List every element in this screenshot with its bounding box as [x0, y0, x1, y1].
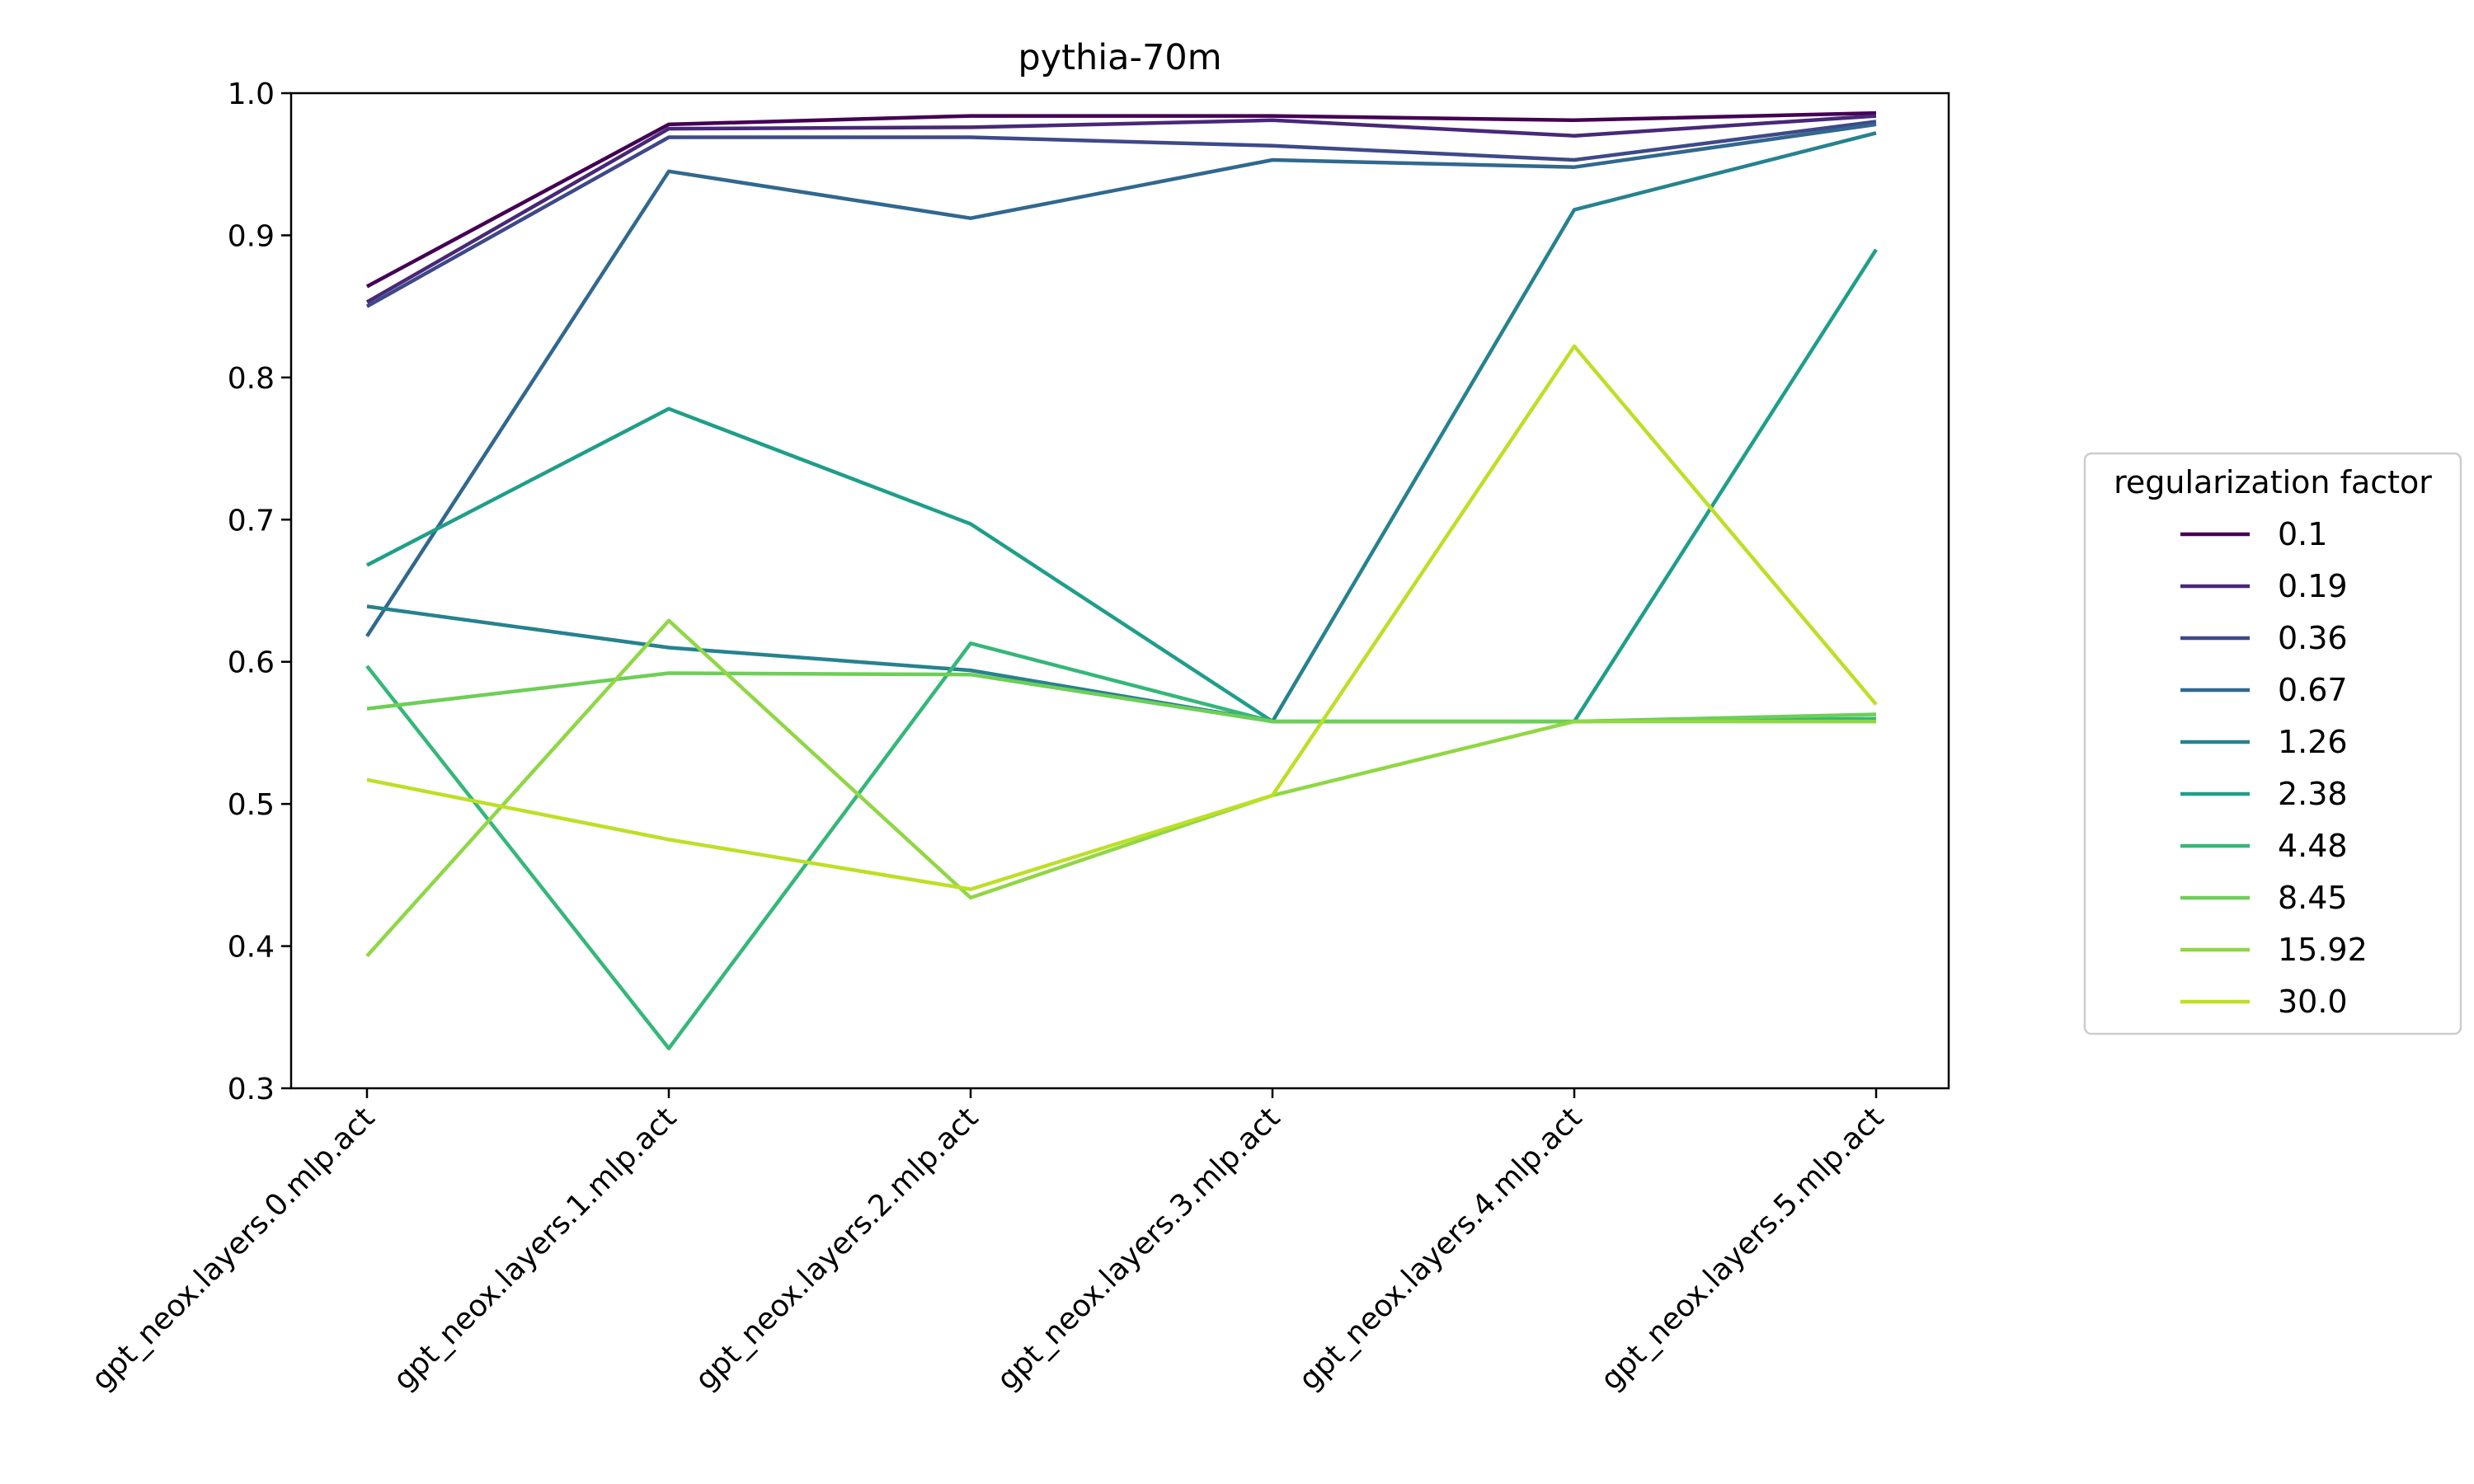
series-line-0-19	[365, 114, 1877, 304]
legend-label: 1.26	[2278, 724, 2348, 760]
y-axis: 0.3 0.4 0.5 0.6 0.7 0.8 0.9 1.0	[228, 77, 291, 1106]
legend-label: 30.0	[2278, 984, 2348, 1020]
series-line-0-67	[365, 122, 1877, 637]
y-tick-label: 0.7	[228, 504, 275, 538]
series-line-30-0	[366, 344, 1878, 891]
y-tick-label: 0.3	[228, 1073, 275, 1106]
legend-label: 0.36	[2278, 620, 2348, 656]
legend-label: 0.1	[2278, 516, 2327, 552]
series-line-15-92	[365, 618, 1876, 958]
y-tick-label: 0.5	[228, 788, 275, 822]
legend-label: 4.48	[2278, 828, 2348, 864]
y-tick-label: 0.9	[228, 219, 275, 253]
legend-label: 8.45	[2278, 880, 2348, 916]
series-line-1-26	[366, 131, 1877, 724]
legend-label: 15.92	[2278, 932, 2368, 968]
y-tick-label: 0.4	[228, 931, 275, 965]
series-lines	[365, 110, 1878, 1050]
legend-title: regularization factor	[2114, 464, 2432, 500]
y-tick-label: 1.0	[228, 77, 275, 111]
legend-label: 0.19	[2278, 568, 2348, 604]
legend-label: 2.38	[2278, 776, 2348, 812]
series-line-0-1	[365, 110, 1877, 289]
legend-label: 0.67	[2278, 672, 2348, 708]
series-line-2-38	[365, 248, 1878, 724]
plot-frame	[289, 92, 1950, 1090]
chart-title: pythia-70m	[1018, 37, 1221, 78]
y-tick-label: 0.6	[228, 646, 275, 680]
legend: regularization factor 0.1 0.19 0.36 0.67 1.26…	[2083, 452, 2462, 1036]
y-tick-label: 0.8	[228, 362, 275, 396]
legend-box	[2083, 452, 2462, 1036]
series-line-0-36	[365, 120, 1877, 308]
